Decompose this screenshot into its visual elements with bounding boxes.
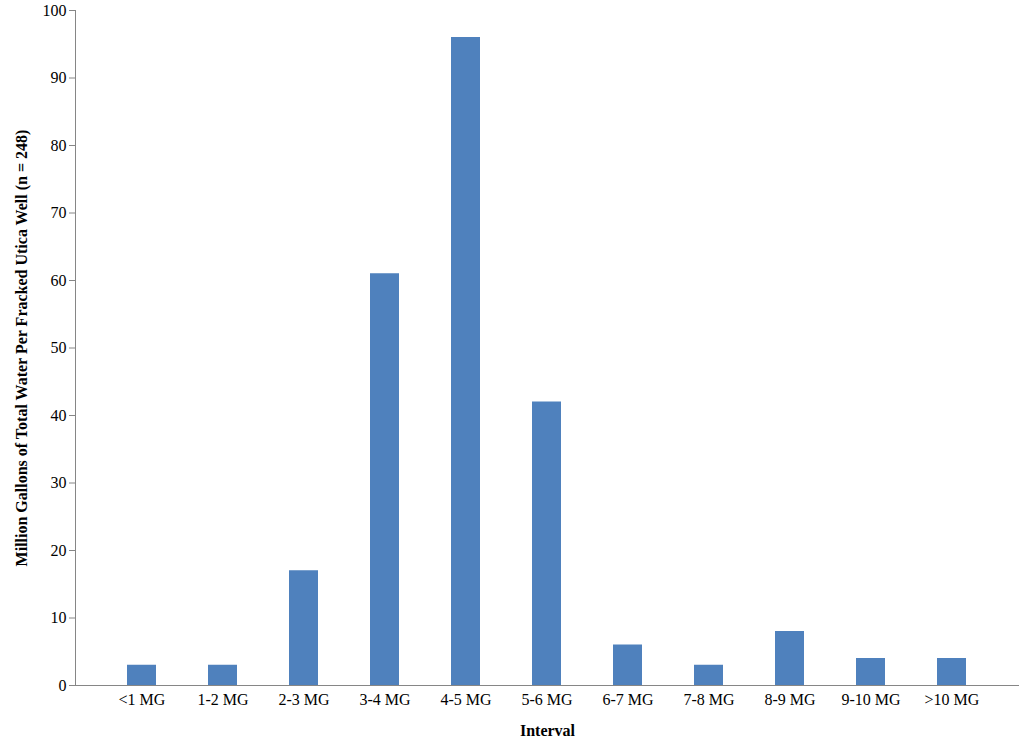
svg-text:<1 MG: <1 MG: [119, 691, 166, 708]
svg-text:2-3 MG: 2-3 MG: [278, 691, 330, 708]
svg-text:Million Gallons of Total Water: Million Gallons of Total Water Per Frack…: [13, 130, 31, 567]
svg-text:80: 80: [51, 137, 67, 154]
svg-text:30: 30: [51, 474, 67, 491]
svg-text:1-2 MG: 1-2 MG: [197, 691, 249, 708]
svg-text:8-9 MG: 8-9 MG: [764, 691, 816, 708]
svg-text:50: 50: [51, 339, 67, 356]
svg-text:Interval: Interval: [520, 722, 576, 739]
svg-text:60: 60: [51, 272, 67, 289]
svg-text:20: 20: [51, 542, 67, 559]
svg-text:4-5 MG: 4-5 MG: [440, 691, 492, 708]
svg-text:100: 100: [43, 2, 67, 19]
svg-text:0: 0: [59, 677, 67, 694]
svg-text:70: 70: [51, 204, 67, 221]
svg-text:40: 40: [51, 407, 67, 424]
svg-text:90: 90: [51, 69, 67, 86]
svg-text:>10 MG: >10 MG: [925, 691, 980, 708]
svg-text:7-8 MG: 7-8 MG: [683, 691, 735, 708]
svg-text:6-7 MG: 6-7 MG: [602, 691, 654, 708]
svg-text:9-10 MG: 9-10 MG: [841, 691, 901, 708]
svg-text:5-6 MG: 5-6 MG: [521, 691, 573, 708]
svg-text:10: 10: [51, 609, 67, 626]
svg-text:3-4 MG: 3-4 MG: [359, 691, 411, 708]
